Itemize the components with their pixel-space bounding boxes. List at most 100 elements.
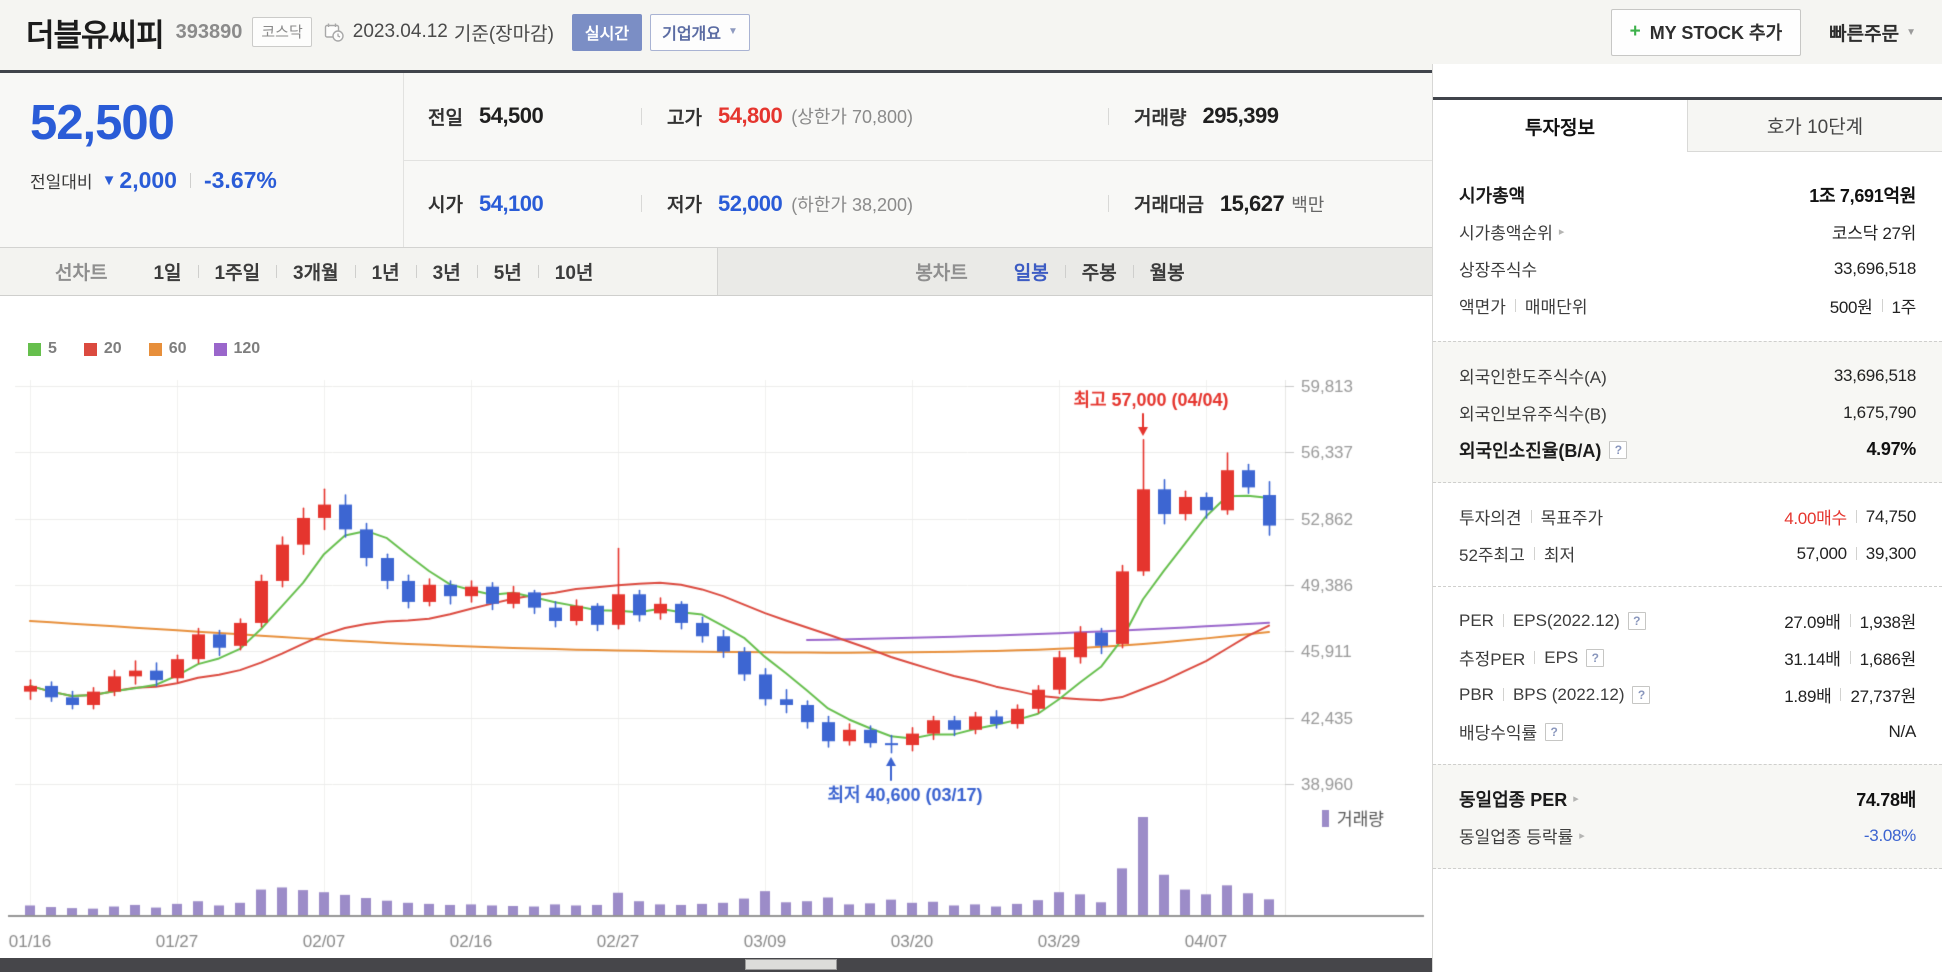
lower-limit: (하한가 38,200) bbox=[791, 194, 913, 215]
prev-close-label: 전일 bbox=[428, 107, 463, 129]
row-opinion-target: 투자의견 목표주가 4.00매수 74,750 bbox=[1459, 506, 1916, 529]
quote-table: 전일 54,500 고가 54,800 (상한가 70,800) 거래량 295… bbox=[403, 73, 1432, 247]
row-dividend-yield: 배당수익률 ? N/A bbox=[1459, 721, 1916, 744]
tab-3month[interactable]: 3개월 bbox=[293, 263, 339, 284]
line-chart-tabs: 선차트 1일 1주일 3개월 1년 3년 5년 10년 bbox=[0, 248, 718, 295]
tab-10year[interactable]: 10년 bbox=[554, 263, 594, 284]
help-icon[interactable]: ? bbox=[1632, 685, 1651, 704]
row-pbr-bps: PBR BPS (2022.12) ? 1.89배 27,737원 bbox=[1459, 684, 1916, 707]
legend-ma20: 20 bbox=[83, 340, 122, 358]
low-label: 저가 bbox=[667, 195, 702, 217]
trade-value-unit: 백만 bbox=[1291, 194, 1325, 215]
divider bbox=[1534, 651, 1536, 664]
row-foreign-held: 외국인보유주식수(B) 1,675,790 bbox=[1459, 402, 1916, 425]
row-market-cap-rank[interactable]: 시가총액순위 ▸ 코스닥 27위 bbox=[1459, 224, 1916, 243]
divider bbox=[1849, 614, 1851, 627]
add-my-stock-button[interactable]: + MY STOCK 추가 bbox=[1610, 8, 1802, 56]
price-summary: 52,500 전일대비 ▼ 2,000 -3.67% 전일 54,500 bbox=[0, 73, 1432, 247]
page-header: 더블유씨피 393890 코스닥 2023.04.12 기준(장마감) 실시간 … bbox=[0, 0, 1942, 64]
help-icon[interactable]: ? bbox=[1586, 648, 1605, 667]
row-industry-per[interactable]: 동일업종 PER ▸ 74.78배 bbox=[1459, 789, 1916, 810]
divider bbox=[1502, 614, 1504, 627]
down-triangle-icon: ▼ bbox=[101, 172, 117, 189]
chevron-down-icon: ▼ bbox=[1906, 26, 1916, 38]
legend-ma5: 5 bbox=[28, 340, 57, 358]
divider bbox=[197, 265, 199, 278]
stock-name: 더블유씨피 bbox=[26, 17, 165, 53]
row-estimated-per-eps: 추정PER EPS ? 31.14배 1,686원 bbox=[1459, 647, 1916, 670]
divider bbox=[354, 265, 356, 278]
row-52week-high-low: 52주최고 최저 57,000 39,300 bbox=[1459, 543, 1916, 566]
company-overview-button[interactable]: 기업개요 ▼ bbox=[650, 13, 750, 51]
divider bbox=[415, 265, 417, 278]
help-icon[interactable]: ? bbox=[1609, 440, 1628, 459]
legend-ma120: 120 bbox=[213, 340, 260, 358]
calendar-clock-icon bbox=[324, 22, 345, 43]
divider bbox=[1855, 510, 1857, 523]
volume-label: 거래량 bbox=[1134, 107, 1187, 129]
ma20-swatch-icon bbox=[83, 342, 97, 356]
chart-tabbar: 선차트 1일 1주일 3개월 1년 3년 5년 10년 봉차트 일봉 주봉 bbox=[0, 247, 1432, 296]
change-value: 2,000 bbox=[119, 167, 177, 193]
current-price: 52,500 bbox=[30, 96, 175, 150]
quote-and-chart-panel: 52,500 전일대비 ▼ 2,000 -3.67% 전일 54,500 bbox=[0, 70, 1432, 972]
chart-canvas bbox=[0, 296, 1432, 958]
divider bbox=[1840, 688, 1842, 701]
stock-code: 393890 bbox=[175, 20, 243, 43]
chevron-down-icon: ▼ bbox=[727, 26, 738, 37]
help-icon[interactable]: ? bbox=[1627, 611, 1646, 630]
quote-row-2: 시가 54,100 저가 52,000 (하한가 38,200) 거래대금 15… bbox=[404, 161, 1432, 248]
divider bbox=[1064, 265, 1066, 278]
tab-order-book[interactable]: 호가 10단계 bbox=[1688, 100, 1942, 152]
ma60-swatch-icon bbox=[148, 342, 162, 356]
section-foreign-ownership: 외국인한도주식수(A) 33,696,518 외국인보유주식수(B) 1,675… bbox=[1433, 341, 1942, 483]
row-market-cap: 시가총액 1조 7,691억원 bbox=[1459, 185, 1916, 206]
high-label: 고가 bbox=[667, 107, 702, 129]
tab-investor-info[interactable]: 투자정보 bbox=[1433, 100, 1688, 152]
trade-value-label: 거래대금 bbox=[1134, 195, 1204, 217]
quote-row-1: 전일 54,500 고가 54,800 (상한가 70,800) 거래량 295… bbox=[404, 73, 1432, 161]
chart-bottom-scrollbar[interactable] bbox=[0, 958, 1432, 972]
quick-order-label: 빠른주문 bbox=[1829, 23, 1900, 45]
quote-date-note: 기준(장마감) bbox=[453, 23, 554, 45]
divider bbox=[641, 107, 642, 125]
tab-1day[interactable]: 1일 bbox=[153, 263, 182, 284]
tab-1week[interactable]: 1주일 bbox=[214, 263, 261, 284]
tab-weekly-candle[interactable]: 주봉 bbox=[1081, 263, 1117, 284]
prev-close-value: 54,500 bbox=[478, 103, 544, 129]
divider bbox=[1849, 651, 1851, 664]
volume-value: 295,399 bbox=[1202, 103, 1279, 129]
quick-order-button[interactable]: 빠른주문 ▼ bbox=[1829, 19, 1916, 46]
quote-date: 2023.04.12 bbox=[352, 21, 448, 42]
trade-value-value: 15,627 bbox=[1219, 190, 1285, 216]
row-industry-change[interactable]: 동일업종 등락률 ▸ -3.08% bbox=[1459, 825, 1916, 848]
realtime-button[interactable]: 실시간 bbox=[571, 13, 643, 51]
row-par-value: 액면가 매매단위 500원 1주 bbox=[1459, 298, 1916, 317]
change-percent: -3.67% bbox=[203, 167, 277, 193]
arrow-right-icon: ▸ bbox=[1558, 226, 1565, 238]
divider bbox=[1530, 510, 1532, 523]
candle-chart-tabs: 봉차트 일봉 주봉 월봉 bbox=[718, 248, 1432, 295]
market-badge: 코스닥 bbox=[252, 17, 312, 47]
upper-limit: (상한가 70,800) bbox=[791, 107, 913, 128]
section-valuation: PER EPS(2022.12) ? 27.09배 1,938원 추정PER E… bbox=[1433, 586, 1942, 764]
investor-info-sidebar: 투자정보 호가 10단계 시가총액 1조 7,691억원 시가총액순위 ▸ 코스… bbox=[1432, 64, 1942, 972]
divider bbox=[1881, 299, 1883, 312]
row-foreign-limit: 외국인한도주식수(A) 33,696,518 bbox=[1459, 365, 1916, 388]
help-icon[interactable]: ? bbox=[1545, 722, 1564, 741]
tab-monthly-candle[interactable]: 월봉 bbox=[1149, 263, 1185, 284]
divider bbox=[1533, 547, 1535, 560]
tab-3year[interactable]: 3년 bbox=[432, 263, 461, 284]
candle-chart-group-label: 봉차트 bbox=[915, 263, 968, 284]
section-market-cap: 시가총액 1조 7,691억원 시가총액순위 ▸ 코스닥 27위 상장주식수 3… bbox=[1433, 152, 1942, 341]
legend-ma60: 60 bbox=[148, 340, 187, 358]
tab-5year[interactable]: 5년 bbox=[493, 263, 522, 284]
chart-scrollbar-thumb[interactable] bbox=[745, 959, 837, 970]
tab-daily-candle[interactable]: 일봉 bbox=[1013, 263, 1049, 284]
plus-icon: + bbox=[1629, 20, 1641, 42]
divider bbox=[276, 265, 278, 278]
divider bbox=[641, 195, 642, 213]
divider bbox=[189, 173, 191, 188]
tab-1year[interactable]: 1년 bbox=[371, 263, 400, 284]
